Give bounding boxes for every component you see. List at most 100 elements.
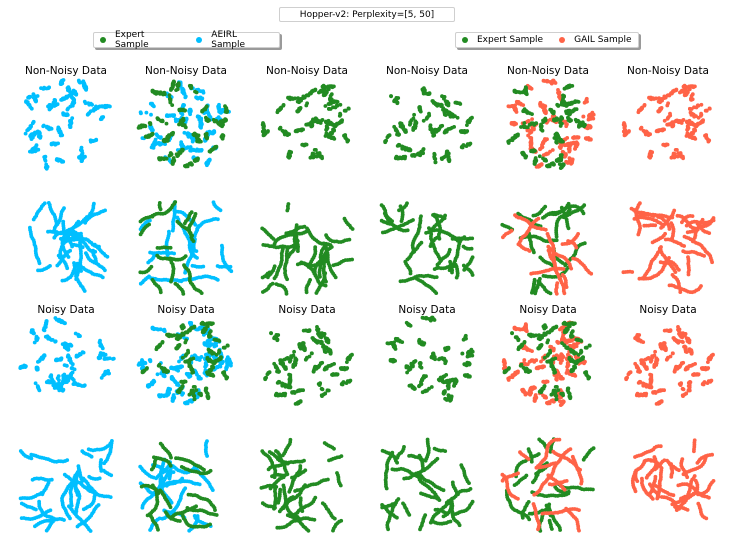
aeirl-point <box>54 158 59 162</box>
gail-point <box>704 136 709 140</box>
gail-point <box>657 109 662 114</box>
aeirl-point <box>192 137 197 142</box>
aeirl-point <box>90 102 94 107</box>
scatter-panel-r1-c3 <box>260 83 351 161</box>
aeirl-point <box>55 376 60 381</box>
expert-point <box>559 116 564 121</box>
gail-point <box>689 112 694 116</box>
aeirl-point <box>153 140 158 145</box>
gail-point <box>667 283 672 288</box>
gail-point <box>698 121 703 125</box>
expert-point <box>523 91 528 95</box>
expert-point <box>465 129 470 133</box>
gail-point <box>694 105 699 110</box>
gail-point <box>691 131 695 136</box>
aeirl-point <box>201 90 206 95</box>
aeirl-point <box>206 111 211 115</box>
expert-point <box>165 138 170 143</box>
expert-point <box>527 122 532 127</box>
expert-point <box>296 96 300 100</box>
aeirl-point <box>32 94 37 99</box>
expert-point <box>155 116 160 120</box>
expert-point <box>342 108 347 113</box>
aeirl-point <box>199 118 204 123</box>
expert-point <box>557 135 561 140</box>
aeirl-point <box>216 217 220 222</box>
expert-point <box>139 123 144 128</box>
aeirl-point <box>55 263 60 268</box>
expert-point <box>156 90 160 95</box>
expert-point <box>404 146 409 151</box>
aeirl-point <box>102 104 107 108</box>
expert-point <box>287 132 291 137</box>
aeirl-point <box>149 145 154 150</box>
expert-point <box>533 156 538 160</box>
gail-point <box>574 245 579 250</box>
gail-point <box>626 130 631 134</box>
aeirl-point <box>57 129 62 133</box>
expert-point <box>296 99 301 104</box>
expert-point <box>212 119 217 124</box>
gail-point <box>659 128 664 133</box>
aeirl-point <box>182 130 187 135</box>
aeirl-point <box>43 165 48 170</box>
expert-point <box>280 247 285 252</box>
gail-point <box>588 137 593 142</box>
aeirl-point <box>81 79 86 84</box>
gail-point <box>569 141 574 146</box>
expert-point <box>408 121 413 126</box>
aeirl-point <box>43 157 47 162</box>
gail-point <box>541 153 546 158</box>
expert-point <box>532 162 537 166</box>
aeirl-point <box>194 249 199 254</box>
expert-point <box>304 103 309 108</box>
expert-point <box>337 114 342 118</box>
expert-point <box>515 133 520 138</box>
expert-point <box>542 117 547 122</box>
expert-point <box>164 121 169 126</box>
expert-point <box>329 92 334 97</box>
expert-point <box>442 216 447 221</box>
expert-point <box>310 153 315 158</box>
gail-point <box>642 103 647 107</box>
aeirl-point <box>83 101 88 106</box>
aeirl-point <box>43 154 48 159</box>
aeirl-point <box>44 321 48 325</box>
aeirl-point <box>34 148 38 153</box>
aeirl-point <box>207 157 212 162</box>
expert-point <box>204 134 209 138</box>
expert-point <box>541 274 546 278</box>
expert-point <box>224 108 229 112</box>
aeirl-point <box>70 103 75 108</box>
expert-point <box>203 107 208 112</box>
expert-point <box>306 93 311 98</box>
panel-title: Non-Noisy Data <box>385 65 468 77</box>
expert-point <box>421 151 425 156</box>
aeirl-point <box>94 138 99 143</box>
expert-point <box>167 93 172 98</box>
legend-gail: Expert Sample GAIL Sample <box>455 32 639 48</box>
aeirl-point <box>82 289 87 293</box>
expert-point <box>543 204 548 209</box>
expert-point <box>176 81 181 86</box>
expert-point <box>460 129 464 134</box>
expert-point <box>180 117 185 122</box>
expert-point <box>569 118 573 123</box>
aeirl-point <box>26 102 31 107</box>
aeirl-point <box>62 206 66 211</box>
expert-point <box>189 210 194 215</box>
gail-point <box>529 142 534 147</box>
expert-point <box>170 86 175 91</box>
aeirl-point <box>180 112 185 117</box>
aeirl-point <box>48 103 53 107</box>
aeirl-point <box>77 79 82 84</box>
aeirl-point <box>167 229 171 234</box>
expert-point <box>514 90 518 95</box>
expert-point <box>181 292 186 296</box>
gail-point <box>527 249 532 253</box>
expert-point <box>425 115 429 120</box>
gail-point <box>561 142 566 147</box>
aeirl-point <box>103 208 107 213</box>
expert-point <box>327 107 331 111</box>
